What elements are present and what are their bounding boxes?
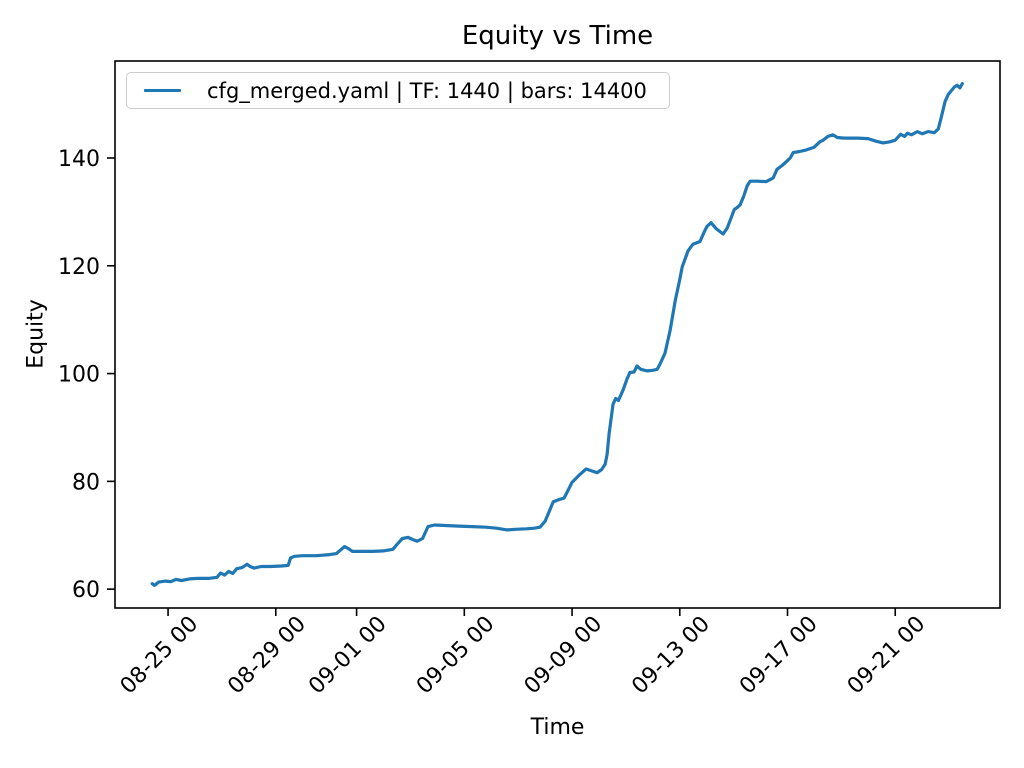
x-tick-label: 09-09 00 xyxy=(520,612,608,700)
axes-frame xyxy=(114,60,1001,609)
y-tick-label: 80 xyxy=(72,470,100,495)
x-axis-label: Time xyxy=(530,715,585,740)
legend-entry-label: cfg_merged.yaml | TF: 1440 | bars: 14400 xyxy=(207,78,647,103)
x-tick-label: 09-01 00 xyxy=(304,612,392,700)
y-tick-label: 140 xyxy=(58,147,100,172)
y-axis-label: Equity xyxy=(23,299,49,369)
x-tick-label: 08-25 00 xyxy=(116,612,204,700)
y-tick-label: 60 xyxy=(72,578,100,603)
legend-line-swatch xyxy=(144,88,181,93)
y-tick-label: 120 xyxy=(58,255,100,280)
x-tick-label: 09-17 00 xyxy=(735,612,823,700)
legend: cfg_merged.yaml | TF: 1440 | bars: 14400 xyxy=(126,72,670,109)
y-tick-label: 100 xyxy=(58,363,100,388)
x-tick-label: 09-13 00 xyxy=(627,612,715,700)
equity-series-line xyxy=(150,82,964,587)
x-tick-label: 09-21 00 xyxy=(843,612,931,700)
x-tick-label: 08-29 00 xyxy=(223,612,311,700)
chart-title: Equity vs Time xyxy=(461,21,654,51)
x-tick-label: 09-05 00 xyxy=(412,612,500,700)
